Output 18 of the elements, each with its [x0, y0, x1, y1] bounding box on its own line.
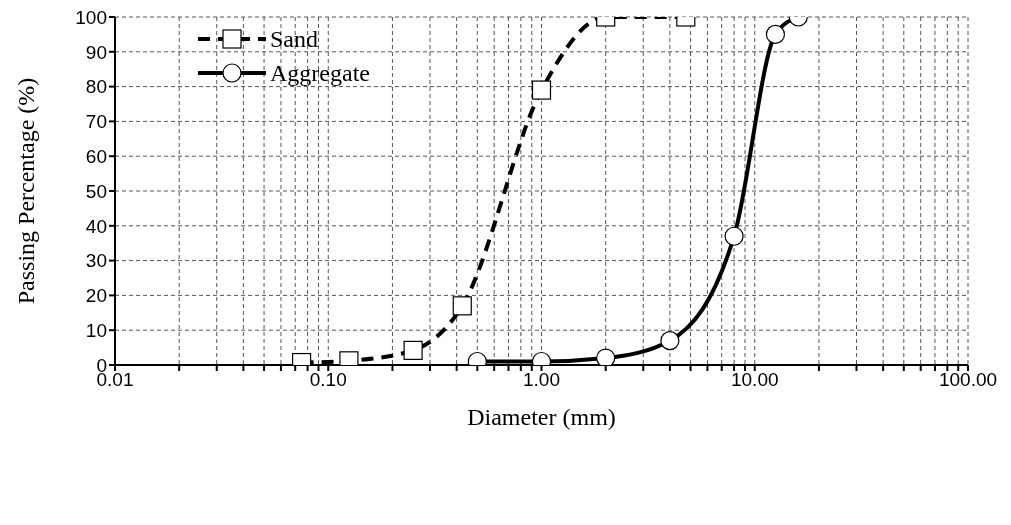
y-tick-label: 40 — [85, 215, 107, 237]
y-tick-label: 70 — [85, 111, 107, 133]
y-tick-label: 10 — [85, 319, 107, 341]
y-tick-label: 100 — [75, 6, 107, 28]
x-tick-label: 10.00 — [730, 369, 779, 391]
x-tick-label: 100.00 — [938, 369, 998, 391]
y-tick-label: 80 — [85, 76, 107, 98]
y-tick-label: 20 — [85, 285, 107, 307]
legend-label: Aggregate — [270, 59, 370, 87]
y-tick-label: 30 — [85, 250, 107, 272]
x-tick-label: 1.00 — [523, 369, 560, 391]
y-axis-title: Passing Percentage (%) — [12, 77, 39, 305]
legend-label: Sand — [270, 25, 318, 53]
x-axis-title: Diameter (mm) — [467, 404, 616, 430]
x-tick-label: 0.10 — [309, 369, 347, 391]
y-tick-label: 50 — [85, 180, 107, 202]
y-tick-label: 60 — [85, 145, 107, 167]
y-tick-label: 90 — [85, 41, 107, 63]
